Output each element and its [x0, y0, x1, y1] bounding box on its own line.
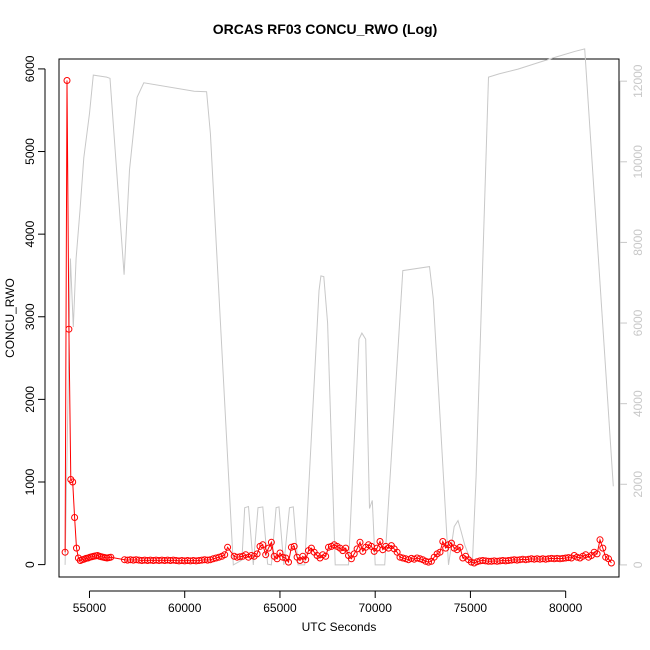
data-point	[71, 514, 79, 521]
data-point	[253, 550, 261, 558]
data-point	[63, 77, 71, 84]
data-point	[215, 553, 223, 561]
data-point	[425, 558, 432, 566]
data-point	[224, 543, 232, 551]
data-point	[61, 548, 69, 556]
plot-area	[58, 58, 620, 578]
x-tick-label: 70000	[359, 601, 393, 615]
data-point	[262, 551, 270, 559]
data-point	[593, 550, 601, 558]
primary-series-layer	[61, 77, 615, 567]
secondary-y-axis: 0 2000 4000 6000 8000 10000 12000	[619, 64, 645, 568]
data-point	[285, 558, 292, 566]
y-axis: 0 1000 2000 3000 4000 5000 6000	[23, 55, 46, 568]
data-point	[267, 538, 275, 546]
y-tick-label: 3000	[23, 303, 37, 330]
x-axis-label: UTC Seconds	[302, 620, 377, 634]
y-tick-label: 2000	[23, 386, 37, 413]
data-point	[342, 544, 350, 552]
secondary-series-layer	[64, 48, 614, 566]
data-point	[73, 544, 80, 552]
x-tick-label: 60000	[168, 601, 202, 615]
secondary-series-line	[64, 48, 614, 566]
data-point	[221, 551, 229, 559]
data-point	[279, 553, 287, 561]
data-point	[65, 325, 73, 333]
data-point	[107, 553, 115, 561]
data-point	[290, 542, 298, 550]
y-tick-label: 5000	[23, 138, 37, 165]
data-point	[287, 543, 295, 551]
secondary-y-tick-label: 10000	[631, 145, 645, 179]
data-point	[393, 548, 401, 556]
data-point	[376, 538, 384, 545]
data-point	[599, 544, 607, 552]
x-tick-label: 75000	[454, 601, 488, 615]
data-point	[596, 536, 604, 544]
data-point	[607, 559, 615, 567]
secondary-y-tick-label: 12000	[631, 64, 645, 98]
data-point	[302, 556, 310, 564]
y-tick-label: 6000	[23, 55, 37, 82]
y-axis-label: CONCU_RWO	[3, 278, 17, 358]
chart-title: ORCAS RF03 CONCU_RWO (Log)	[213, 21, 438, 37]
x-tick-label: 65000	[263, 601, 297, 615]
x-tick-label: 55000	[73, 601, 107, 615]
data-point	[69, 478, 77, 486]
data-point	[265, 544, 272, 552]
secondary-y-tick-label: 4000	[631, 390, 645, 417]
data-point	[325, 543, 332, 551]
y-tick-label: 4000	[23, 220, 37, 247]
y-tick-label: 0	[23, 561, 37, 568]
data-point	[322, 552, 330, 560]
data-point	[439, 538, 447, 545]
data-point	[353, 545, 361, 553]
secondary-y-tick-label: 8000	[631, 229, 645, 256]
secondary-y-tick-label: 0	[631, 561, 645, 568]
data-point	[356, 538, 364, 546]
secondary-y-tick-label: 2000	[631, 471, 645, 498]
secondary-y-tick-label: 6000	[631, 309, 645, 336]
y-tick-label: 1000	[23, 468, 37, 495]
x-axis: 55000 60000 65000 70000 75000 80000	[73, 590, 583, 615]
data-point	[350, 550, 358, 558]
data-point	[436, 548, 444, 556]
x-tick-label: 80000	[549, 601, 583, 615]
data-point	[259, 541, 267, 549]
data-point	[456, 543, 464, 551]
